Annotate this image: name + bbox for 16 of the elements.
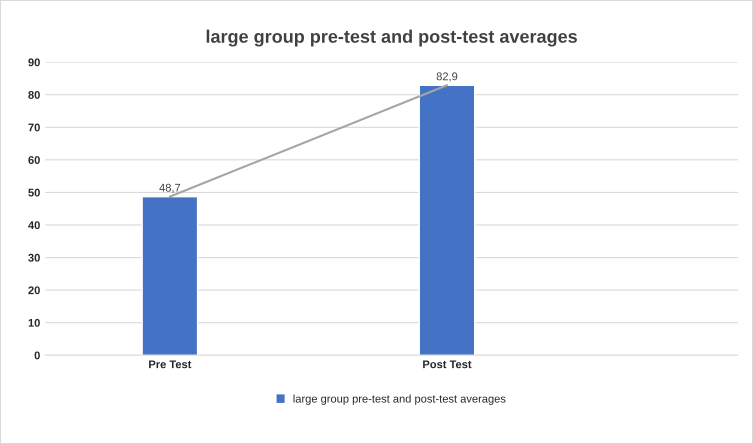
chart-title: large group pre-test and post-test averages [206, 30, 577, 47]
y-tick-label: 40 [28, 221, 40, 230]
y-tick-label: 60 [28, 156, 40, 164]
y-tick-label: 20 [28, 286, 40, 294]
x-tick-label: Pre Test [149, 360, 192, 368]
data-label: 48,7 [159, 184, 180, 193]
x-tick-label: Post Test [423, 360, 472, 368]
y-tick-label: 70 [28, 124, 40, 132]
y-tick-label: 30 [28, 254, 40, 262]
legend-label: large group pre-test and post-test averages [294, 394, 506, 405]
y-tick-label: 50 [28, 188, 40, 197]
y-tick-label: 80 [28, 90, 40, 99]
y-tick-label: 10 [28, 318, 40, 327]
data-label: 82,9 [436, 72, 458, 82]
y-tick-label: 90 [28, 58, 40, 66]
y-tick-label: 0 [34, 351, 40, 360]
